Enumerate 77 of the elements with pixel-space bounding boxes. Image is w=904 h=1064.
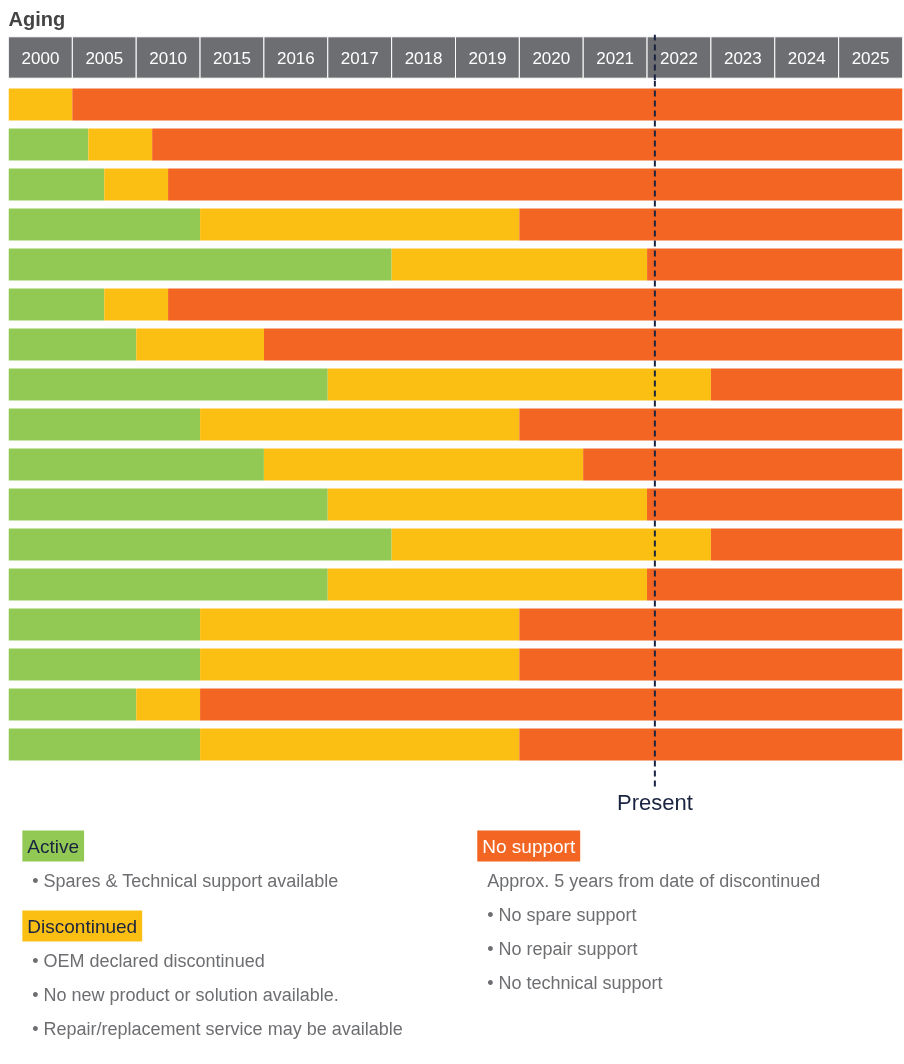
bar: [200, 648, 520, 681]
bar: [647, 248, 903, 281]
bar: [519, 408, 903, 441]
text: • No repair support: [487, 938, 638, 959]
text: 2005: [85, 48, 124, 68]
bar: [519, 728, 903, 761]
bar: [8, 368, 328, 401]
text: 2021: [596, 48, 635, 68]
ref-line-label: Present: [616, 789, 693, 815]
bar: [136, 688, 201, 721]
bar: [8, 448, 264, 481]
bar: [8, 288, 105, 321]
bar: [200, 608, 520, 641]
text: 2024: [787, 48, 826, 68]
bar: [8, 648, 201, 681]
text: 2016: [276, 48, 315, 68]
bar: [327, 368, 711, 401]
text: • No spare support: [487, 904, 637, 925]
bar: [88, 128, 153, 161]
bar: [136, 328, 265, 361]
bar: [646, 568, 903, 601]
text: 2018: [404, 48, 443, 68]
text: No support: [482, 835, 576, 857]
text: 2000: [21, 48, 60, 68]
bar: [8, 688, 137, 721]
bar: [8, 568, 328, 601]
bar: [264, 328, 903, 361]
text: 2010: [149, 48, 188, 68]
bar: [8, 248, 392, 281]
bar: [391, 248, 648, 281]
bar: [72, 88, 903, 121]
bar: [168, 168, 903, 201]
bar: [8, 728, 201, 761]
text: 2015: [213, 48, 251, 68]
bar: [710, 528, 903, 561]
text: Discontinued: [27, 915, 138, 937]
bar: [8, 168, 105, 201]
bar: [8, 88, 73, 121]
bar: [327, 568, 647, 601]
bar: [8, 328, 137, 361]
bar: [104, 288, 169, 321]
bar: [8, 208, 201, 241]
bar: [519, 648, 903, 681]
bar: [8, 488, 328, 521]
text: • No technical support: [487, 972, 663, 993]
bar: [200, 408, 520, 441]
text: 2022: [660, 48, 698, 68]
bar: [519, 608, 903, 641]
text: Active: [27, 835, 80, 857]
text: 2025: [851, 48, 890, 68]
text: • No new product or solution available.: [32, 984, 339, 1005]
chart-title: Aging: [8, 7, 66, 30]
text: 2023: [723, 48, 762, 68]
bar: [646, 488, 903, 521]
bar: [200, 728, 520, 761]
bar: [519, 208, 903, 241]
bar: [152, 128, 903, 161]
bar: [263, 448, 584, 481]
bar: [327, 488, 647, 521]
text: • OEM declared discontinued: [32, 950, 265, 971]
bar: [200, 208, 520, 241]
bar: [8, 128, 89, 161]
text: • Spares & Technical support available: [32, 870, 339, 891]
bar: [583, 448, 903, 481]
text: • Repair/replacement service may be available: [32, 1018, 403, 1039]
bar: [8, 528, 392, 561]
bar: [710, 368, 903, 401]
text: 2020: [532, 48, 571, 68]
bar: [168, 288, 903, 321]
bar: [200, 688, 903, 721]
text: 2019: [468, 48, 507, 68]
bar: [104, 168, 169, 201]
bar: [8, 608, 201, 641]
text: Approx. 5 years from date of discontinued: [487, 870, 821, 891]
text: 2017: [340, 48, 379, 68]
bar: [8, 408, 201, 441]
bar: [391, 528, 711, 561]
